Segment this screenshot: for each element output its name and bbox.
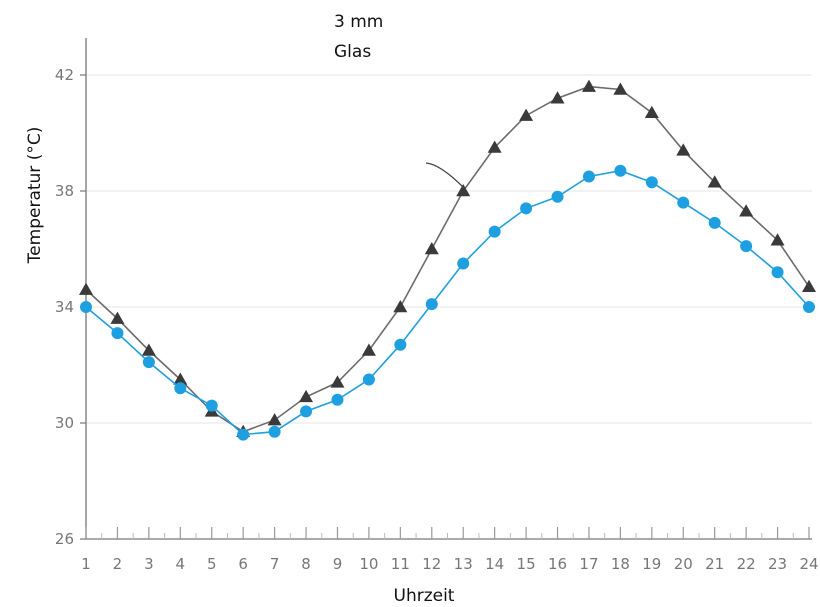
- x-tick-label: 2: [113, 555, 123, 573]
- y-tick-label: 30: [55, 414, 74, 432]
- data-point-circle: [111, 327, 124, 340]
- annotation-pointer: [425, 162, 465, 189]
- data-point-circle: [237, 428, 250, 441]
- x-tick-label: 5: [207, 555, 217, 573]
- annotation-line-2: Glas: [334, 42, 371, 62]
- data-point-triangle: [141, 343, 156, 356]
- x-tick-label: 7: [270, 555, 280, 573]
- x-tick-label: 6: [238, 555, 248, 573]
- data-point-triangle: [361, 343, 376, 356]
- data-point-circle: [174, 382, 187, 395]
- y-ticks: 26 30 34 38 42: [55, 66, 86, 548]
- x-ticks: 1 2 3 4 5 6 7 8 9 10 11 12 13 14 15 16 17 18 19 20 21 22 23 24: [81, 527, 819, 573]
- y-tick-label: 34: [55, 298, 74, 316]
- data-point-circle: [300, 405, 313, 418]
- data-point-circle: [142, 356, 155, 369]
- x-tick-label: 23: [768, 555, 787, 573]
- x-tick-label: 18: [611, 555, 630, 573]
- data-point-circle: [614, 164, 627, 177]
- x-tick-label: 8: [301, 555, 311, 573]
- data-point-circle: [457, 257, 470, 270]
- data-point-triangle: [330, 375, 345, 388]
- data-point-triangle: [424, 242, 439, 255]
- x-tick-label: 12: [422, 555, 441, 573]
- data-point-triangle: [644, 105, 659, 118]
- x-tick-label: 15: [517, 555, 536, 573]
- x-tick-label: 22: [737, 555, 756, 573]
- y-axis-title: Temperatur (°C): [25, 127, 45, 265]
- axes: [85, 38, 812, 540]
- annotation-line-1: 3 mm: [334, 12, 383, 32]
- x-tick-label: 4: [176, 555, 186, 573]
- data-point-triangle: [676, 143, 691, 156]
- y-tick-label: 38: [55, 182, 74, 200]
- series-group: [79, 79, 816, 441]
- data-point-circle: [488, 225, 501, 238]
- x-tick-label: 21: [705, 555, 724, 573]
- x-tick-label: 20: [674, 555, 693, 573]
- x-tick-label: 19: [642, 555, 661, 573]
- data-point-circle: [394, 338, 407, 351]
- data-point-triangle: [739, 204, 754, 217]
- data-point-triangle: [267, 413, 282, 426]
- data-point-triangle: [519, 108, 534, 121]
- data-point-circle: [771, 266, 784, 279]
- data-point-triangle: [550, 91, 565, 104]
- data-point-triangle: [173, 372, 188, 385]
- series-line-circle: [85, 169, 810, 436]
- data-point-circle: [80, 301, 92, 313]
- series-triangle: [79, 79, 816, 437]
- x-tick-label: 11: [391, 555, 410, 573]
- y-tick-label: 42: [55, 66, 74, 84]
- data-point-triangle: [456, 184, 471, 197]
- data-point-triangle: [770, 233, 785, 246]
- x-tick-label: 17: [579, 555, 598, 573]
- data-point-circle: [645, 176, 658, 189]
- data-point-triangle: [110, 311, 125, 324]
- data-point-circle: [803, 301, 815, 313]
- data-point-circle: [708, 216, 721, 229]
- x-tick-label: 16: [548, 555, 567, 573]
- series-circle: [80, 164, 815, 441]
- x-axis-title: Uhrzeit: [394, 586, 455, 606]
- y-tick-label: 26: [55, 530, 74, 548]
- data-point-triangle: [802, 279, 816, 292]
- data-point-circle: [677, 196, 690, 209]
- data-point-circle: [551, 190, 564, 203]
- x-tick-label: 10: [359, 555, 378, 573]
- data-point-triangle: [79, 282, 93, 295]
- data-point-circle: [331, 393, 344, 406]
- x-tick-label: 24: [799, 555, 818, 573]
- data-point-triangle: [613, 82, 628, 95]
- data-point-circle: [425, 298, 438, 311]
- x-tick-label: 9: [333, 555, 343, 573]
- data-point-triangle: [487, 140, 502, 153]
- x-tick-label: 1: [81, 555, 91, 573]
- data-point-circle: [362, 373, 375, 386]
- data-point-circle: [268, 425, 281, 438]
- data-point-circle: [740, 240, 753, 253]
- series-line-triangle: [85, 85, 810, 433]
- data-point-circle: [582, 170, 595, 183]
- x-tick-label: 3: [144, 555, 154, 573]
- data-point-circle: [520, 202, 533, 215]
- data-point-triangle: [581, 79, 596, 92]
- x-tick-label: 14: [485, 555, 504, 573]
- gridlines: [86, 74, 812, 424]
- x-tick-label: 13: [454, 555, 473, 573]
- data-point-circle: [205, 399, 218, 412]
- data-point-triangle: [707, 175, 722, 188]
- data-point-triangle: [393, 300, 408, 313]
- data-point-triangle: [299, 389, 314, 403]
